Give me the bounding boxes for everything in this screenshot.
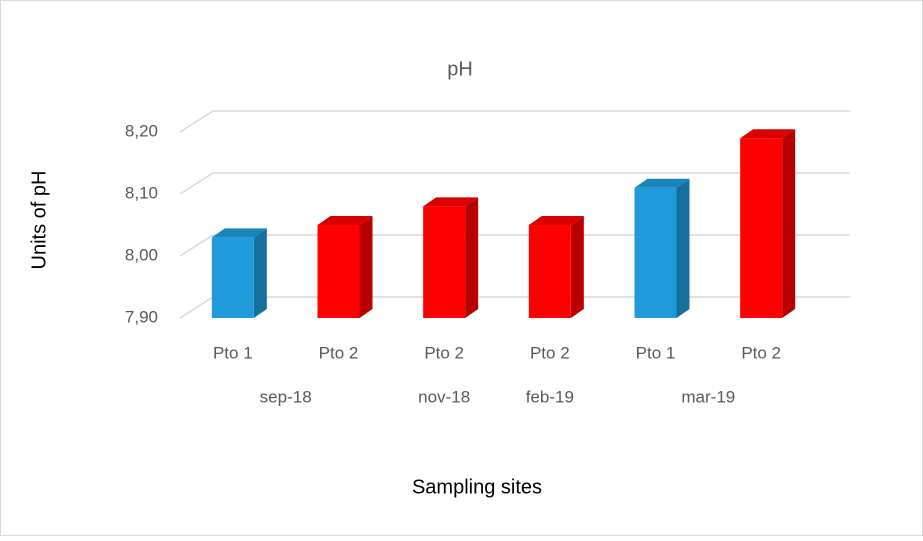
y-tick-label: 8,20 [125, 121, 158, 140]
y-tick-label: 7,90 [125, 307, 158, 326]
x-group-label: mar-19 [681, 387, 735, 406]
bar-side [253, 228, 267, 318]
bar-top [528, 216, 584, 225]
chart-title: pH [447, 58, 473, 80]
x-group-label: nov-18 [418, 387, 470, 406]
x-tick-label: Pto 1 [636, 343, 676, 362]
x-tick-label: Pto 1 [213, 343, 253, 362]
bar-front [740, 138, 783, 318]
x-group-label: feb-19 [526, 387, 574, 406]
bar-top [423, 197, 479, 207]
bar [317, 216, 373, 318]
bar-side [782, 129, 796, 318]
y-axis-label: Units of pH [28, 171, 50, 270]
bar-top [211, 228, 267, 238]
bar-front [528, 225, 571, 318]
bar-top [317, 216, 373, 225]
bar [740, 129, 796, 318]
grid-line [179, 110, 850, 133]
bar-side [676, 178, 690, 318]
x-tick-label: Pto 2 [319, 343, 359, 362]
y-tick-label: 8,10 [125, 183, 158, 202]
bar [634, 178, 690, 318]
bar [528, 216, 584, 318]
bar-front [317, 225, 360, 318]
y-tick-label: 8,00 [125, 245, 158, 264]
x-tick-label: Pto 2 [741, 343, 781, 362]
bar-side [570, 216, 584, 318]
bar-front [423, 206, 466, 318]
bar-side [465, 197, 479, 318]
bar-front [634, 187, 677, 318]
bar [423, 197, 479, 318]
grid-line [179, 172, 850, 195]
bar-top [740, 129, 796, 139]
x-axis-label: Sampling sites [412, 476, 542, 498]
x-tick-label: Pto 2 [424, 343, 464, 362]
bar-side [359, 216, 373, 318]
bar [211, 228, 267, 318]
x-tick-label: Pto 2 [530, 343, 570, 362]
x-group-label: sep-18 [260, 387, 312, 406]
bar-front [211, 237, 254, 318]
bar-top [634, 178, 690, 188]
